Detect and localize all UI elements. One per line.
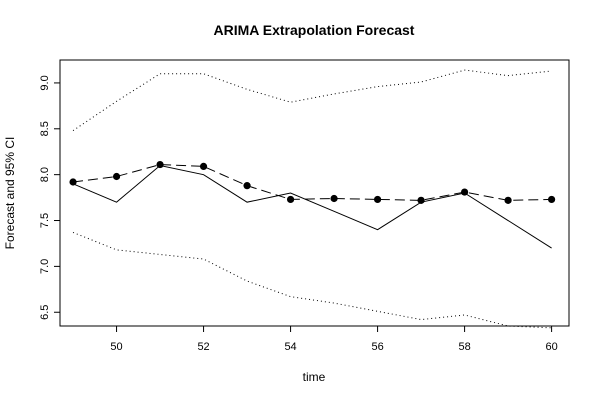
y-tick-label: 8.5: [39, 121, 51, 136]
x-axis-label: time: [303, 370, 326, 384]
forecast-point: [504, 196, 512, 204]
forecast-point: [156, 160, 164, 169]
forecast-point: [373, 195, 382, 204]
y-axis-label: Forecast and 95% CI: [3, 137, 17, 250]
y-tick-label: 7.5: [39, 213, 51, 228]
forecast-point: [417, 196, 425, 204]
series-line-upper-95: [72, 69, 552, 132]
x-tick-label: 60: [545, 341, 557, 353]
forecast-point: [243, 182, 251, 190]
x-tick-label: 50: [110, 341, 122, 353]
y-tick-label: 7.0: [39, 259, 51, 274]
x-tick-label: 56: [371, 341, 383, 353]
chart-title: ARIMA Extrapolation Forecast: [214, 22, 415, 38]
x-axis: 50 52 54 56 58 60: [110, 326, 558, 353]
x-tick-label: 58: [458, 341, 470, 353]
forecast-point: [460, 188, 469, 196]
plot-frame: [59, 59, 570, 327]
x-tick-label: 52: [197, 341, 209, 353]
y-tick-label: 8.0: [39, 167, 51, 182]
forecast-point: [69, 178, 77, 186]
forecast-point: [547, 195, 556, 204]
forecast-point: [286, 195, 295, 204]
series-line-actual: [72, 164, 552, 249]
y-tick-label: 9.0: [39, 75, 51, 90]
series-line-forecast: [72, 164, 552, 201]
forecast-point: [199, 162, 208, 170]
x-tick-label: 54: [284, 341, 296, 353]
y-tick-label: 6.5: [39, 305, 51, 320]
series-line-lower-95: [72, 231, 552, 329]
forecast-point: [330, 194, 338, 203]
y-axis: 6.5 7.0 7.5 8.0 8.5 9.0: [39, 75, 60, 320]
series-layer: [69, 69, 556, 329]
forecast-point: [112, 172, 121, 181]
